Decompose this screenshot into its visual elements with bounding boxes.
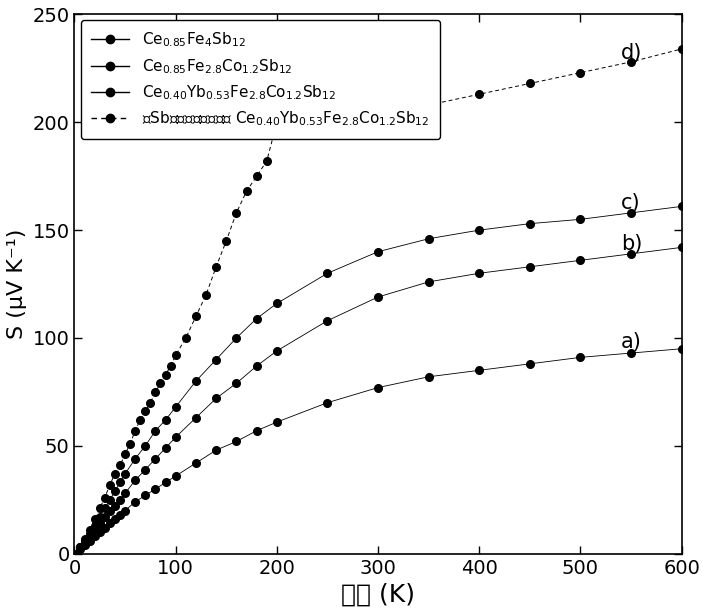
X-axis label: 温度 (K): 温度 (K)	[341, 583, 415, 607]
Legend: Ce$_{0.85}$Fe$_4$Sb$_{12}$, Ce$_{0.85}$Fe$_{2.8}$Co$_{1.2}$Sb$_{12}$, Ce$_{0.40}: Ce$_{0.85}$Fe$_4$Sb$_{12}$, Ce$_{0.85}$F…	[81, 20, 440, 139]
Text: a): a)	[621, 332, 642, 352]
Text: d): d)	[621, 43, 642, 63]
Y-axis label: S (μV K⁻¹): S (μV K⁻¹)	[7, 229, 27, 339]
Text: b): b)	[621, 234, 642, 254]
Text: c): c)	[621, 193, 641, 212]
